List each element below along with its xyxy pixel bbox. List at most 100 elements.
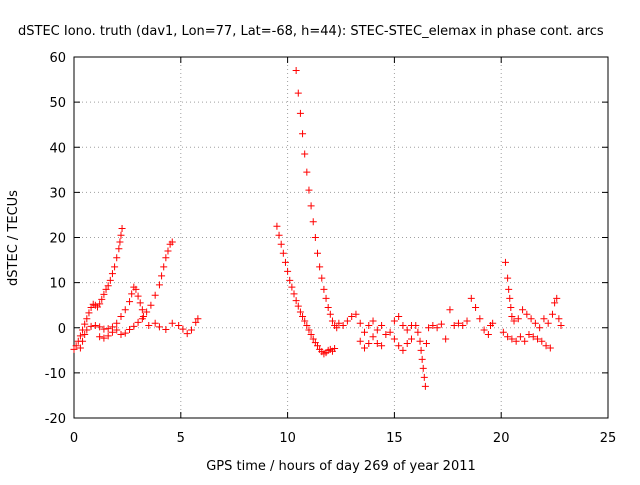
data-point: [505, 285, 513, 293]
data-point: [553, 294, 561, 302]
data-point: [395, 342, 403, 350]
data-point: [277, 240, 285, 248]
data-point: [356, 337, 364, 345]
data-point: [100, 290, 108, 298]
data-point: [414, 328, 422, 336]
data-point: [76, 344, 84, 352]
data-point: [292, 297, 300, 305]
data-point: [113, 326, 121, 334]
data-point: [85, 309, 93, 317]
data-point: [429, 321, 437, 329]
y-tick-label: 30: [49, 186, 66, 201]
data-point: [294, 89, 302, 97]
data-point: [187, 326, 195, 334]
data-point: [521, 337, 529, 345]
data-point: [108, 270, 116, 278]
data-point: [512, 337, 520, 345]
data-point: [525, 331, 533, 339]
data-point: [557, 321, 565, 329]
data-point: [81, 320, 89, 328]
data-point: [322, 294, 330, 302]
data-point: [155, 281, 163, 289]
data-point: [459, 321, 467, 329]
data-point: [523, 310, 531, 318]
data-point: [134, 292, 142, 300]
data-point: [117, 312, 125, 320]
data-point: [425, 324, 433, 332]
axis-ticks: 0 5 10 15 20 25 -20 -10 0 10 20 30 40 50 60: [45, 51, 617, 446]
data-point: [128, 290, 136, 298]
data-point: [132, 285, 140, 293]
data-point: [442, 335, 450, 343]
data-point: [343, 317, 351, 325]
data-point: [382, 331, 390, 339]
data-point: [79, 337, 87, 345]
data-point: [463, 317, 471, 325]
data-point: [113, 254, 121, 262]
data-point: [369, 317, 377, 325]
y-tick-label: 50: [49, 96, 66, 111]
chart-title: dSTEC Iono. truth (dav1, Lon=77, Lat=-68…: [18, 24, 604, 39]
data-point: [403, 340, 411, 348]
data-point: [418, 355, 426, 363]
data-point: [433, 324, 441, 332]
data-point: [446, 306, 454, 314]
data-point: [544, 319, 552, 327]
data-point: [519, 306, 527, 314]
data-point: [504, 333, 512, 341]
data-point: [508, 335, 516, 343]
data-point: [305, 326, 313, 334]
data-point: [510, 317, 518, 325]
data-point: [529, 333, 537, 341]
data-point: [360, 344, 368, 352]
data-point: [138, 315, 146, 323]
data-point: [126, 298, 134, 306]
data-point: [551, 299, 559, 307]
x-tick-label: 25: [600, 431, 617, 446]
data-point: [407, 335, 415, 343]
data-point: [301, 150, 309, 158]
data-point: [145, 321, 153, 329]
data-point: [286, 276, 294, 284]
data-point: [96, 323, 104, 331]
x-tick-label: 20: [493, 431, 510, 446]
data-point: [143, 308, 151, 316]
data-point: [138, 306, 146, 314]
data-point: [164, 247, 172, 255]
data-point: [290, 290, 298, 298]
data-point: [378, 342, 386, 350]
data-point: [467, 294, 475, 302]
data-point: [314, 249, 322, 257]
data-point: [422, 340, 430, 348]
data-point: [348, 312, 356, 320]
data-point: [98, 295, 106, 303]
data-point: [395, 312, 403, 320]
data-point: [546, 344, 554, 352]
data-point: [531, 319, 539, 327]
data-point: [104, 325, 112, 333]
data-points: [70, 67, 565, 390]
data-point: [339, 321, 347, 329]
y-tick-label: 60: [49, 51, 66, 66]
data-point: [399, 321, 407, 329]
data-point: [548, 310, 556, 318]
data-point: [399, 346, 407, 354]
data-point: [356, 319, 364, 327]
data-point: [417, 346, 425, 354]
data-point: [168, 238, 176, 246]
data-point: [489, 319, 497, 327]
data-point: [179, 325, 187, 333]
data-point: [365, 340, 373, 348]
data-point: [273, 222, 281, 230]
data-point: [299, 130, 307, 138]
data-point: [76, 332, 84, 340]
data-point: [81, 331, 89, 339]
data-point: [106, 276, 114, 284]
data-point: [390, 317, 398, 325]
data-point: [83, 326, 91, 334]
data-point: [115, 245, 123, 253]
y-tick-label: 20: [49, 232, 66, 247]
data-point: [117, 331, 125, 339]
data-point: [284, 267, 292, 275]
data-point: [108, 328, 116, 336]
